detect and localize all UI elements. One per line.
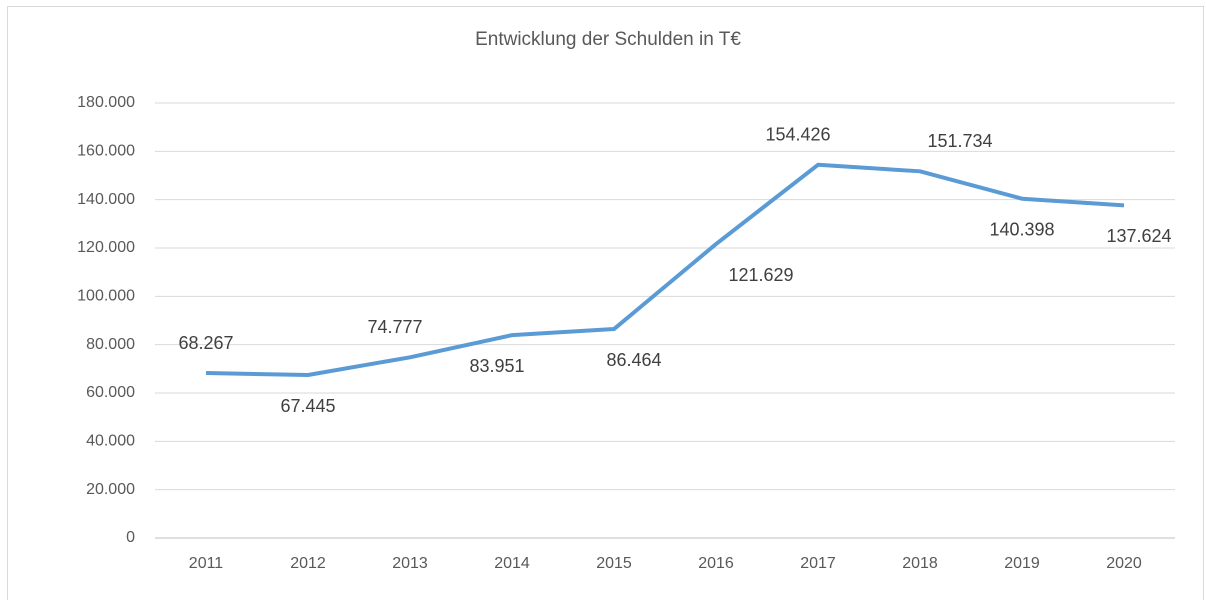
- y-tick-label: 180.000: [77, 94, 135, 111]
- data-line: [205, 162, 1125, 378]
- data-label: 67.445: [280, 396, 335, 416]
- data-label: 83.951: [469, 356, 524, 376]
- data-label: 140.398: [989, 219, 1054, 239]
- y-tick-label: 100.000: [77, 288, 135, 305]
- y-tick-label: 160.000: [77, 143, 135, 160]
- data-label: 154.426: [765, 125, 830, 145]
- data-label: 151.734: [927, 131, 992, 151]
- y-tick-label: 120.000: [77, 239, 135, 256]
- y-tick-label: 20.000: [86, 481, 135, 498]
- y-tick-label: 80.000: [86, 336, 135, 353]
- x-tick-label: 2011: [189, 555, 224, 572]
- x-tick-label: 2016: [698, 555, 734, 572]
- data-label: 74.777: [367, 317, 422, 337]
- chart-title: Entwicklung der Schulden in T€: [475, 29, 741, 50]
- x-tick-label: 2020: [1106, 555, 1142, 572]
- x-tick-label: 2013: [392, 555, 428, 572]
- x-tick-label: 2019: [1004, 555, 1040, 572]
- x-tick-label: 2017: [800, 555, 836, 572]
- x-tick-label: 2018: [902, 555, 938, 572]
- y-tick-label: 40.000: [86, 433, 135, 450]
- x-tick-label: 2012: [290, 555, 326, 572]
- data-label: 137.624: [1106, 226, 1171, 246]
- y-tick-label: 140.000: [77, 191, 135, 208]
- chart-border: [7, 6, 1204, 600]
- x-tick-label: 2014: [494, 555, 530, 572]
- data-label: 68.267: [178, 333, 233, 353]
- y-tick-label: 0: [126, 529, 135, 546]
- x-tick-label: 2015: [596, 555, 632, 572]
- y-tick-label: 60.000: [86, 384, 135, 401]
- data-label: 121.629: [728, 265, 793, 285]
- data-label: 86.464: [606, 350, 661, 370]
